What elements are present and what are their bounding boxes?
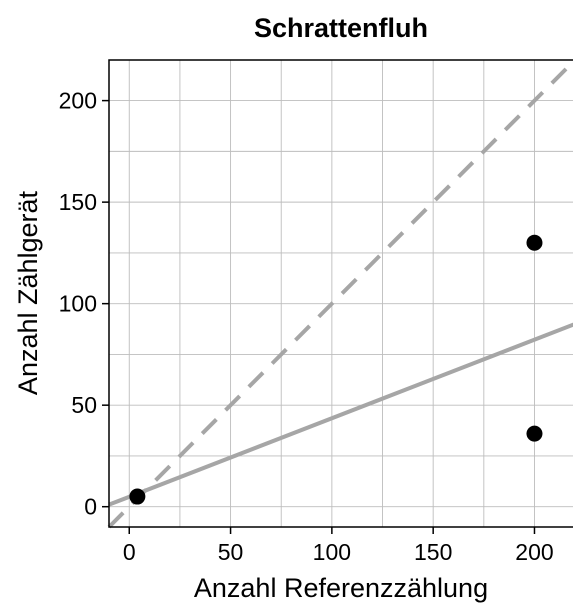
- x-axis-title: Anzahl Referenzzählung: [194, 573, 488, 603]
- x-tick-label: 0: [123, 539, 136, 565]
- x-tick-label: 50: [218, 539, 244, 565]
- y-tick-label: 50: [71, 392, 97, 418]
- x-tick-label: 200: [515, 539, 553, 565]
- plot-frame: [108, 59, 573, 528]
- grid: [109, 60, 573, 527]
- x-axis-ticks: 0 50 100 150 200: [123, 527, 554, 565]
- chart-title: Schrattenfluh: [254, 13, 428, 43]
- data-point: [526, 425, 543, 442]
- data-points: [129, 234, 543, 505]
- y-axis-title: Anzahl Zählgerät: [13, 190, 43, 395]
- y-axis-ticks: 0 50 100 150 200: [59, 88, 109, 520]
- identity-line: [107, 59, 573, 529]
- data-point: [129, 488, 146, 505]
- x-tick-label: 150: [414, 539, 452, 565]
- reference-lines: [107, 59, 573, 529]
- y-tick-label: 0: [84, 494, 97, 520]
- x-tick-label: 100: [313, 539, 351, 565]
- regression-line: [108, 322, 573, 507]
- y-tick-label: 200: [59, 88, 97, 114]
- y-tick-label: 100: [59, 291, 97, 317]
- y-tick-label: 150: [59, 189, 97, 215]
- data-point: [526, 234, 543, 251]
